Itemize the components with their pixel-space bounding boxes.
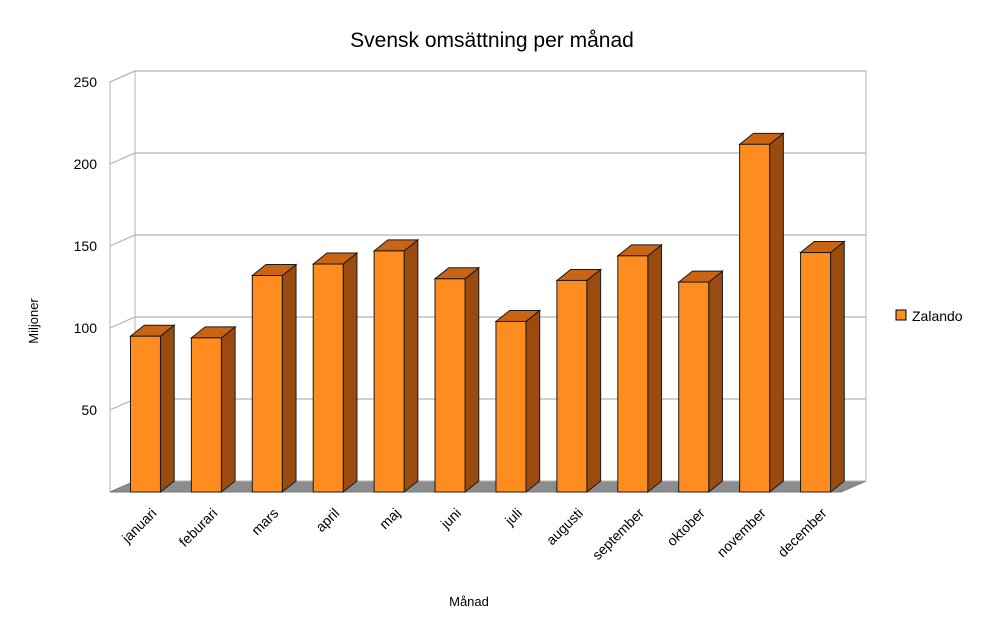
bar-front [312,263,344,493]
bar-front [129,335,161,493]
x-tick-label: december [774,505,830,561]
bar-side [769,132,784,494]
bar [616,243,663,494]
legend: Zalando [895,308,963,324]
legend-label: Zalando [912,308,963,324]
bar-side [342,251,358,494]
bar-side [403,238,419,494]
bar [189,325,237,494]
bar [311,251,359,494]
x-axis-ticks: januari feburari mars april maj juni juli augus… [118,505,830,563]
bar [250,263,298,494]
y-axis-label: Miljoner [26,298,41,344]
bar-side [647,243,663,494]
y-tick-label: 50 [81,402,97,418]
bars [129,132,846,494]
bar-front [251,275,283,493]
bar-side [586,268,602,494]
bar [555,268,603,494]
gridline [109,152,866,165]
bar-front [495,320,527,493]
bar-front [434,278,466,493]
x-tick-label: juni [437,505,464,532]
x-tick-label: april [312,505,342,535]
x-tick-label: januari [118,505,160,547]
x-tick-label: augusti [543,505,586,548]
bar [129,324,176,494]
bar-front [739,143,771,493]
bar [738,132,785,494]
x-tick-label: mars [248,505,281,538]
bar-side [159,324,175,494]
bar-side [525,309,541,494]
x-tick-label: maj [376,505,403,532]
gridline [109,234,866,247]
bar [677,270,724,494]
bar [372,238,420,494]
x-tick-label: oktober [663,505,708,550]
bar-side [281,263,297,494]
bar-front [617,255,649,493]
bar-front [373,250,405,493]
bar-side [830,240,845,494]
y-axis-ticks: 50 100 150 200 250 [74,74,98,418]
x-axis-label: Månad [449,594,489,609]
bar [494,309,542,494]
bar-side [708,270,723,494]
bar-front [800,252,832,493]
y-tick-label: 250 [74,74,98,90]
y-tick-label: 100 [74,320,98,336]
bar-front [556,279,588,493]
gridline [109,70,866,83]
x-tick-label: feburari [176,505,221,550]
bar-side [464,266,480,494]
x-tick-label: juli [501,505,525,529]
bar [799,240,846,494]
x-tick-label: september [589,505,647,563]
bar-side [220,325,236,494]
chart-title: Svensk omsättning per månad [350,29,634,52]
y-tick-label: 200 [74,156,98,172]
bar-front [190,337,222,493]
bar-front [678,281,710,493]
y-tick-label: 150 [74,238,98,254]
bar [433,266,481,494]
x-tick-label: november [713,505,769,561]
legend-swatch [895,309,907,321]
